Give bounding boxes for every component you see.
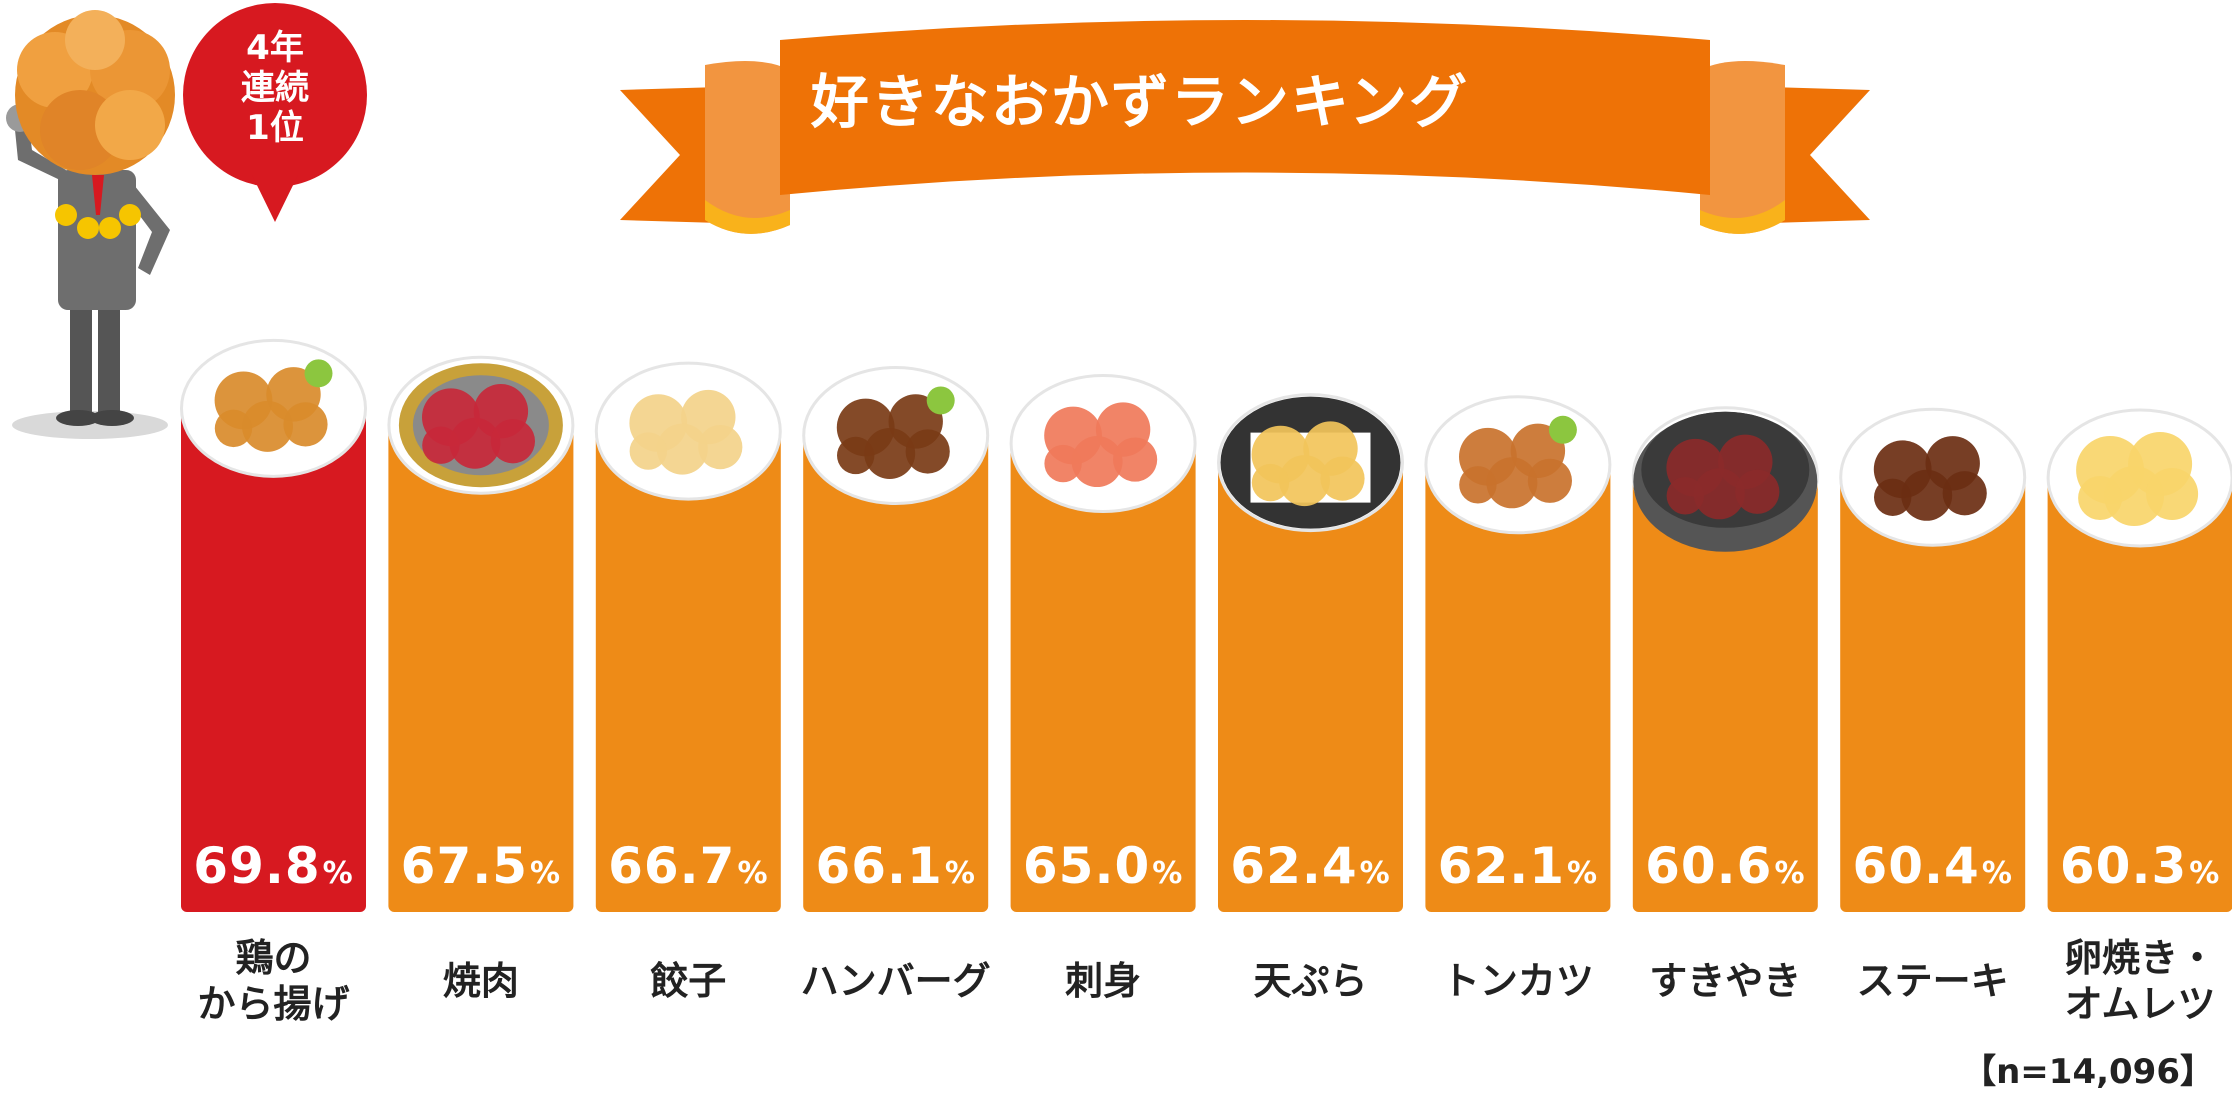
sample-size-note: 【n=14,096】 (1962, 1052, 2214, 1092)
value-label: 65.0% (1008, 837, 1198, 895)
tempura-icon (1217, 393, 1404, 533)
medal-icon (77, 217, 99, 239)
bar-group (1217, 393, 1404, 912)
value-number: 60.6 (1645, 837, 1773, 895)
mascot-body (58, 170, 136, 310)
bar (1632, 467, 1818, 912)
category-label: すきやき (1649, 959, 1802, 1003)
value-label: 66.1% (800, 837, 990, 895)
ribbon-right-fold (1700, 61, 1785, 234)
value-label: 69.8% (178, 837, 368, 895)
bar-group (1009, 374, 1197, 912)
badge-line-1: 4年 (246, 28, 304, 68)
hamburg-icon (802, 365, 990, 505)
mascot-shoe-left (56, 410, 100, 426)
bar-group (1424, 395, 1612, 912)
sashimi-icon (1009, 374, 1197, 514)
value-number: 60.3 (2059, 837, 2188, 895)
value-unit: % (322, 856, 353, 891)
category-label: トンカツ (1441, 959, 1594, 1003)
value-unit: % (1981, 856, 2012, 891)
category-label: 卵焼き・ オムレツ (2064, 936, 2217, 1026)
category-label: 刺身 (1065, 959, 1142, 1003)
ribbon-left-fold-yellow (705, 200, 790, 234)
category-label: ステーキ (1856, 959, 2009, 1003)
value-number: 62.1 (1437, 837, 1566, 895)
value-label: 60.6% (1630, 837, 1820, 895)
value-unit: % (2189, 856, 2220, 891)
title-ribbon (620, 20, 1870, 234)
gyoza-icon (594, 361, 782, 501)
bar (1218, 454, 1403, 912)
tonkatsu-icon (1424, 395, 1612, 535)
value-label: 66.7% (593, 837, 783, 895)
bar (388, 417, 574, 912)
bar-group (594, 361, 782, 912)
bar (1425, 456, 1611, 912)
bar-group (1839, 407, 2027, 912)
value-number: 67.5 (400, 837, 529, 895)
mascot-tie (92, 175, 104, 215)
value-label: 62.4% (1215, 837, 1405, 895)
value-number: 66.1 (815, 837, 943, 895)
bar-group (802, 365, 990, 912)
value-number: 62.4 (1230, 837, 1358, 895)
value-label: 60.3% (2045, 837, 2232, 895)
value-unit: % (1152, 856, 1183, 891)
value-label: 67.5% (385, 837, 575, 895)
value-label: 62.1% (1422, 837, 1612, 895)
bar-group (180, 338, 367, 912)
bar-group (1631, 406, 1819, 912)
bar (1840, 469, 2026, 912)
value-number: 60.4 (1852, 837, 1980, 895)
mascot-leg-left (70, 300, 92, 415)
tamagoyaki-icon (2046, 408, 2232, 548)
ribbon-left-fold (705, 61, 790, 234)
mascot-arm-right (128, 185, 170, 275)
badge-line-3: 1位 (246, 108, 304, 148)
value-number: 66.7 (608, 837, 736, 895)
value-unit: % (1359, 856, 1390, 891)
category-label: 餃子 (650, 959, 727, 1003)
badge-line-2: 連続 (241, 68, 309, 108)
chart-title: 好きなおかずランキング (810, 68, 1470, 136)
bar-group (387, 355, 575, 912)
category-label: 鶏の から揚げ (197, 936, 350, 1026)
value-unit: % (737, 856, 768, 891)
bar (803, 427, 989, 912)
karaage-icon (180, 338, 367, 478)
karaage-mascot (6, 10, 175, 439)
medal-icon (55, 204, 77, 226)
ribbon-band (780, 20, 1710, 195)
bar (181, 400, 366, 912)
value-unit: % (1567, 856, 1598, 891)
category-label: 天ぷら (1253, 959, 1368, 1003)
medal-icon (119, 204, 141, 226)
value-unit: % (530, 856, 561, 891)
value-unit: % (1774, 856, 1805, 891)
ribbon-right-fold-yellow (1700, 200, 1785, 234)
value-number: 69.8 (193, 837, 321, 895)
yakiniku-icon (387, 355, 575, 495)
bar-group (2046, 408, 2232, 912)
category-label: 焼肉 (442, 959, 519, 1003)
bar (1010, 435, 1196, 912)
mascot-shoe-right (90, 410, 134, 426)
value-unit: % (944, 856, 975, 891)
mascot-leg-right (98, 300, 120, 415)
steak-icon (1839, 407, 2027, 547)
four-years-badge (183, 3, 367, 222)
bar (2047, 470, 2232, 912)
mascot-head (15, 10, 175, 175)
value-label: 60.4% (1837, 837, 2027, 895)
sukiyaki-icon (1631, 406, 1819, 552)
medal-icon (99, 217, 121, 239)
badge-text: 4年 連続 1位 (215, 28, 335, 148)
value-number: 65.0 (1022, 837, 1151, 895)
category-label: ハンバーグ (800, 959, 991, 1003)
bar (595, 423, 781, 912)
